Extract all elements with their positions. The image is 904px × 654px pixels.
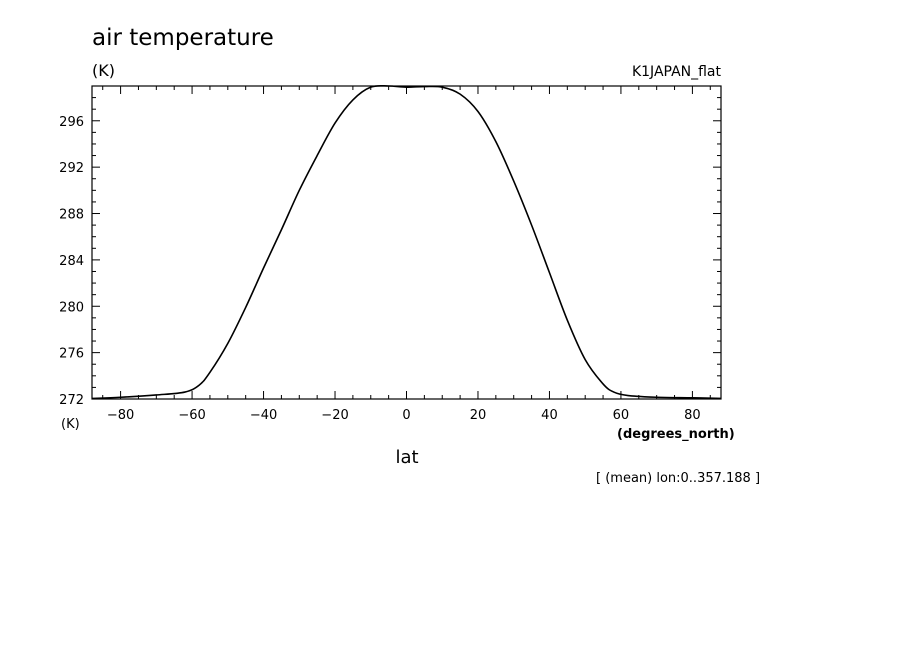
x-axis-label: lat [395,447,418,468]
y-tick-label: 296 [59,115,84,130]
plot-frame [91,85,722,400]
tick-labels-layer: −80 −60 −40 −20 0 20 40 60 80 272 276 280 284 288 292 2… [59,115,701,423]
x-tick-label: 0 [402,408,410,423]
dataset-label: K1JAPAN_flat [632,64,722,80]
x-tick-label: 60 [613,408,630,423]
y-tick-label: 276 [59,347,84,362]
x-tick-label: 40 [541,408,558,423]
y-tick-label: 272 [59,393,84,408]
footnote: [ (mean) lon:0..357.188 ] [596,471,760,486]
y-tick-label: 284 [59,254,84,269]
y-tick-label: 292 [59,161,84,176]
x-tick-label: 80 [684,408,701,423]
x-axis-units: (degrees_north) [617,427,735,442]
x-tick-label: −80 [107,408,134,423]
x-tick-label: 20 [470,408,487,423]
chart-title: air temperature [92,25,274,51]
y-tick-label: 288 [59,208,84,223]
title-units: (K) [92,61,115,80]
x-tick-label: −40 [250,408,277,423]
x-tick-label: −20 [321,408,348,423]
y-axis-units: (K) [61,417,80,432]
x-tick-label: −60 [178,408,205,423]
y-tick-label: 280 [59,300,84,315]
temperature-series-line [91,84,722,400]
ticks-layer [92,85,721,400]
